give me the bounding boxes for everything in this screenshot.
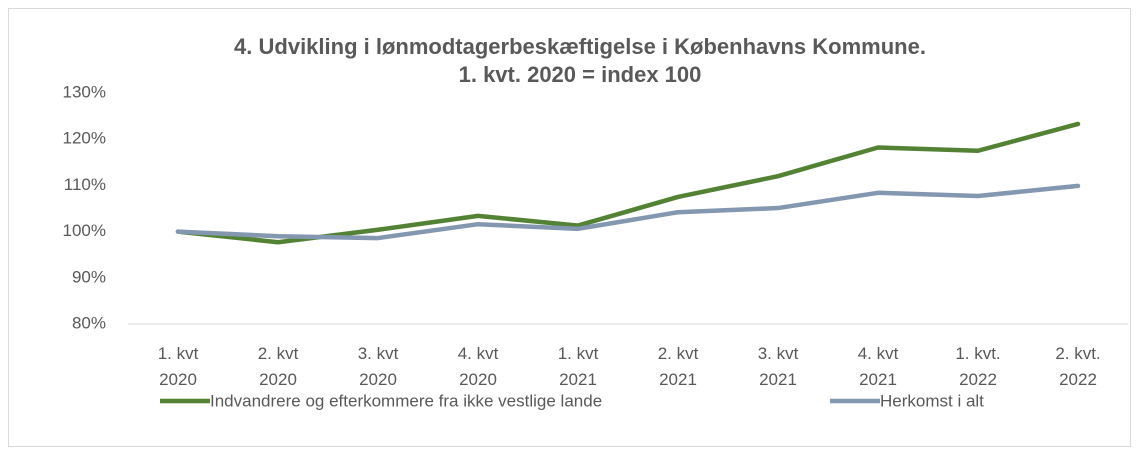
y-tick-label: 80% (72, 313, 106, 332)
x-tick-label: 4. kvt 2021 (857, 344, 899, 389)
chart-subtitle: 1. kvt. 2020 = index 100 (459, 62, 702, 87)
series-line (175, 183, 1081, 241)
x-tick-label: 2. kvt 2021 (657, 344, 699, 389)
x-tick-label: 1. kvt. 2022 (955, 344, 1001, 389)
x-tick-label: 3. kvt 2020 (357, 344, 399, 389)
y-tick-label: 120% (63, 129, 106, 148)
y-tick-label: 100% (63, 221, 106, 240)
chart-title: 4. Udvikling i lønmodtagerbeskæftigelse … (234, 34, 926, 59)
y-tick-label: 110% (64, 175, 106, 194)
x-tick-label: 2. kvt 2020 (257, 344, 299, 389)
x-tick-label: 1. kvt 2021 (557, 344, 599, 389)
y-tick-label: 90% (72, 267, 106, 286)
legend-label: Indvandrere og efterkommere fra ikke ves… (210, 391, 602, 410)
x-tick-label: 3. kvt 2021 (757, 344, 799, 389)
x-tick-label: 4. kvt 2020 (457, 344, 499, 389)
x-tick-label: 2. kvt. 2022 (1055, 344, 1101, 389)
y-tick-label: 130% (63, 82, 106, 101)
x-tick-label: 1. kvt 2020 (157, 344, 199, 389)
legend-label: Herkomst i alt (880, 391, 984, 410)
